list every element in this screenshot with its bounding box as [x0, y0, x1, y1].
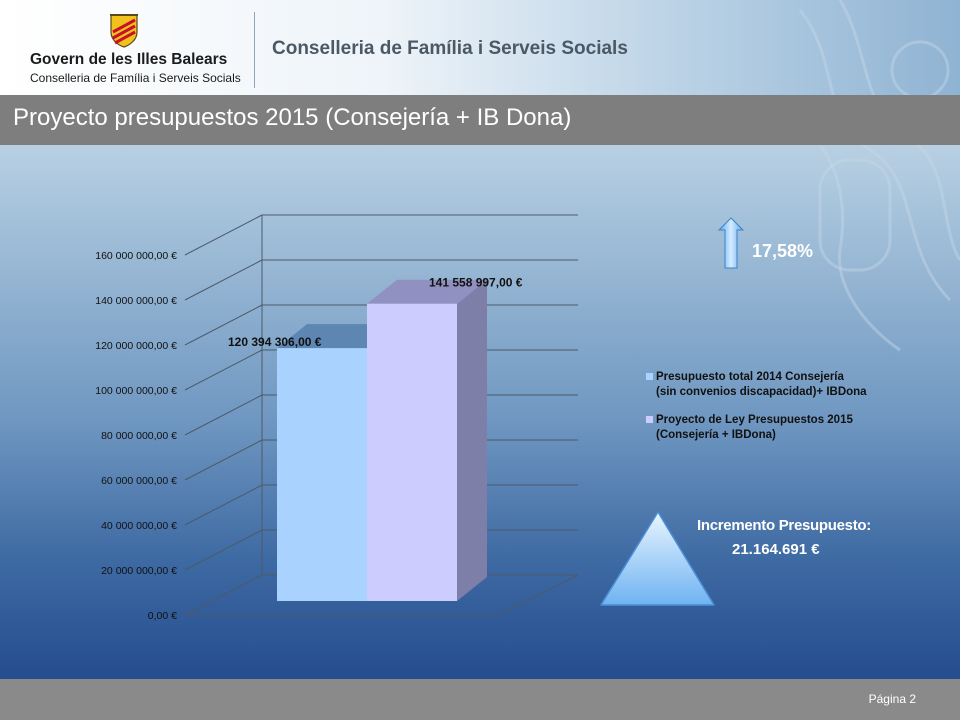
department-name: Conselleria de Família i Serveis Socials	[272, 38, 628, 59]
page-number: Página 2	[868, 692, 916, 706]
data-labels: 120 394 306,00 € 141 558 997,00 €	[228, 276, 523, 349]
annotation-shapes	[600, 217, 745, 606]
y-tick-label: 140 000 000,00 €	[95, 295, 177, 307]
gridline-depth	[184, 259, 263, 301]
bar-2015	[367, 279, 487, 601]
gridline-depth	[184, 394, 263, 436]
government-name: Govern de les Illes Balears	[30, 51, 228, 68]
y-tick-label: 40 000 000,00 €	[101, 520, 177, 532]
legend-label: Presupuesto total 2014 Consejería (sin co…	[656, 371, 867, 398]
y-tick-label: 60 000 000,00 €	[101, 475, 177, 487]
y-tick-label: 120 000 000,00 €	[95, 340, 177, 352]
y-tick-label: 160 000 000,00 €	[95, 250, 177, 262]
bar-top-face	[367, 279, 487, 304]
y-tick-label: 0,00 €	[148, 610, 177, 622]
y-tick-label: 20 000 000,00 €	[101, 565, 177, 577]
chart-bars	[277, 279, 487, 601]
gridline-depth	[184, 529, 263, 571]
increase-percent: 17,58%	[752, 241, 814, 261]
slide-title: Proyecto presupuestos 2015 (Consejería +…	[13, 104, 572, 131]
gridline-depth	[184, 349, 263, 391]
budget-bar-chart: 0,00 € 20 000 000,00 € 40 000 000,00 € 60 0…	[95, 214, 867, 622]
legend-swatch	[646, 416, 653, 423]
chart-legend: Presupuesto total 2014 Consejería (sin co…	[646, 371, 867, 441]
increase-value: 21.164.691 €	[732, 541, 820, 558]
gridline-depth	[184, 304, 263, 346]
legend-swatch	[646, 373, 653, 380]
gridline-depth	[184, 439, 263, 481]
bar-value-label: 120 394 306,00 €	[228, 335, 322, 349]
gridline-depth	[184, 214, 263, 256]
up-arrow-icon	[717, 217, 745, 269]
title-bar: Proyecto presupuestos 2015 (Consejería +…	[0, 95, 960, 145]
legend-item: Presupuesto total 2014 Consejería (sin co…	[646, 371, 867, 398]
footer-bar: Página 2	[0, 679, 960, 720]
bar-front-face	[277, 348, 367, 601]
legend-item: Proyecto de Ley Presupuestos 2015 (Consej…	[646, 414, 853, 441]
y-tick-label: 80 000 000,00 €	[101, 430, 177, 442]
triangle-shape	[600, 511, 715, 606]
floor-right-edge	[497, 574, 579, 616]
legend-label: Proyecto de Ley Presupuestos 2015 (Consej…	[656, 414, 853, 441]
y-tick-label: 100 000 000,00 €	[95, 385, 177, 397]
header-divider	[254, 12, 255, 88]
header-bar: Govern de les Illes Balears Conselleria …	[0, 0, 960, 95]
gridline-depth	[184, 484, 263, 526]
gridline-depth	[184, 574, 263, 616]
y-axis-ticks: 0,00 € 20 000 000,00 € 40 000 000,00 € 60 0…	[95, 250, 177, 622]
bar-side-face	[457, 279, 487, 601]
coat-of-arms-icon	[110, 14, 138, 48]
government-subtitle: Conselleria de Família i Serveis Socials	[30, 71, 241, 85]
bar-value-label: 141 558 997,00 €	[429, 276, 523, 290]
bar-front-face	[367, 303, 457, 601]
increase-label: Incremento Presupuesto:	[697, 517, 871, 534]
